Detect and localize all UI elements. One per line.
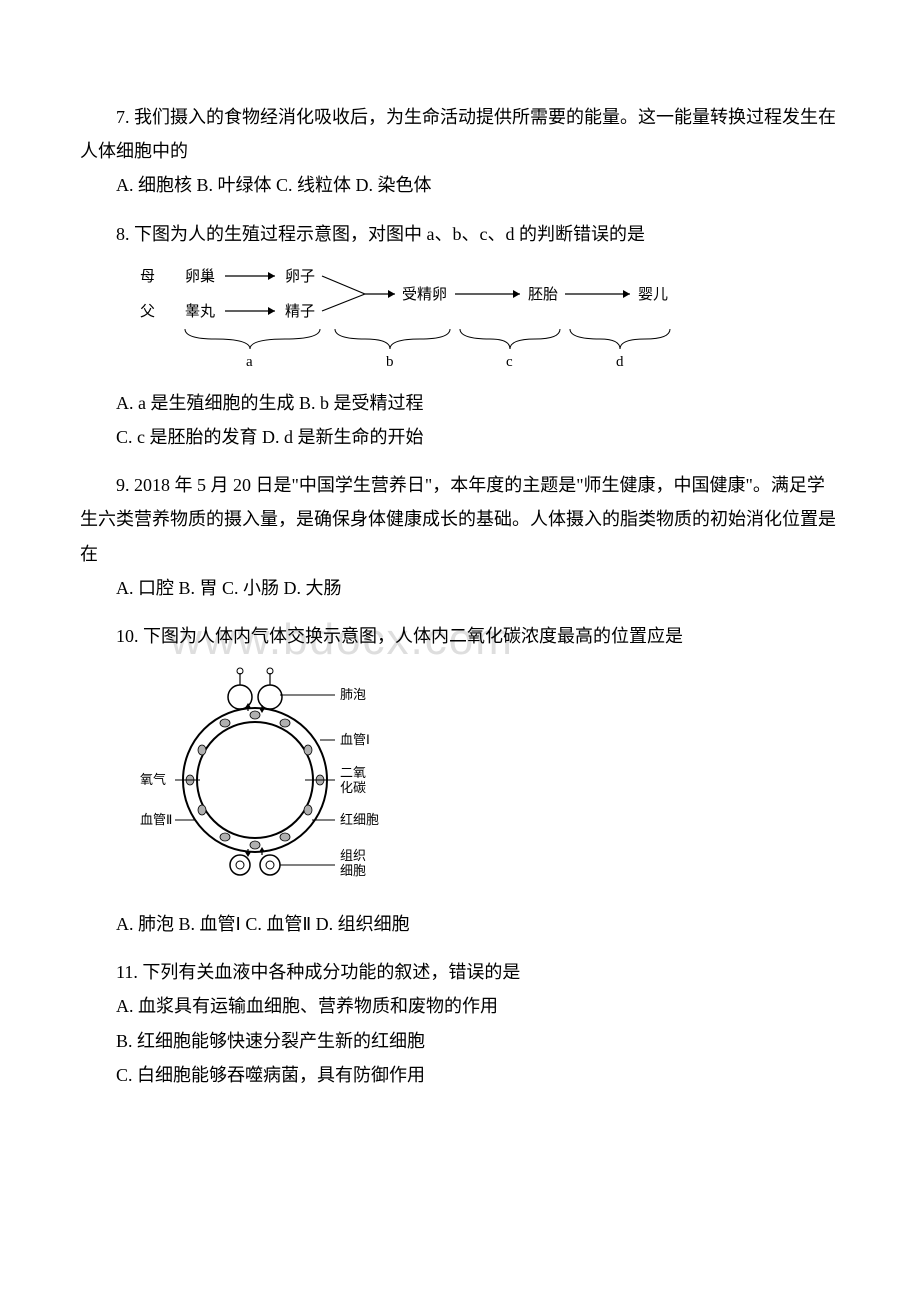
d2-rbc: 红细胞 [340,812,379,827]
question-8: 8. 下图为人的生殖过程示意图，对图中 a、b、c、d 的判断错误的是 母 卵巢… [80,217,840,455]
gas-exchange-diagram: 肺泡 血管Ⅰ 二氧 化碳 红细胞 组织 细胞 [140,665,840,895]
d2-vessel2: 血管Ⅱ [140,812,172,827]
q8-text: 8. 下图为人的生殖过程示意图，对图中 a、b、c、d 的判断错误的是 [80,217,840,251]
question-10: 10. 下图为人体内气体交换示意图，人体内二氧化碳浓度最高的位置应是 [80,619,840,941]
q11-opt-c: C. 白细胞能够吞噬病菌，具有防御作用 [80,1058,840,1092]
question-7: 7. 我们摄入的食物经消化吸收后，为生命活动提供所需要的能量。这一能量转换过程发… [80,100,840,203]
q7-options: A. 细胞核 B. 叶绿体 C. 线粒体 D. 染色体 [80,168,840,202]
d1-mother: 母 [140,268,155,285]
d2-oxygen: 氧气 [140,772,166,787]
d1-egg: 卵子 [285,268,315,285]
q11-body: 下列有关血液中各种成分功能的叙述，错误的是 [142,962,520,982]
question-9: 9. 2018 年 5 月 20 日是"中国学生营养日"，本年度的主题是"师生健… [80,468,840,605]
d1-ovary: 卵巢 [185,268,215,285]
q11-opt-a: A. 血浆具有运输血细胞、营养物质和废物的作用 [80,989,840,1023]
q10-num: 10. [116,626,139,646]
d1-label-b: b [386,354,394,370]
d1-label-c: c [506,354,513,370]
d1-label-a: a [246,354,253,370]
q10-body: 下图为人体内气体交换示意图，人体内二氧化碳浓度最高的位置应是 [143,626,683,646]
q7-num: 7. [116,107,130,127]
q8-num: 8. [116,224,130,244]
q9-text: 9. 2018 年 5 月 20 日是"中国学生营养日"，本年度的主题是"师生健… [80,468,840,571]
q8-body: 下图为人的生殖过程示意图，对图中 a、b、c、d 的判断错误的是 [134,224,645,244]
q7-text: 7. 我们摄入的食物经消化吸收后，为生命活动提供所需要的能量。这一能量转换过程发… [80,100,840,168]
q10-text: 10. 下图为人体内气体交换示意图，人体内二氧化碳浓度最高的位置应是 [80,619,840,653]
question-11: 11. 下列有关血液中各种成分功能的叙述，错误的是 A. 血浆具有运输血细胞、营… [80,955,840,1092]
q7-body: 我们摄入的食物经消化吸收后，为生命活动提供所需要的能量。这一能量转换过程发生在 … [80,107,836,161]
page-content: 7. 我们摄入的食物经消化吸收后，为生命活动提供所需要的能量。这一能量转换过程发… [80,100,840,1092]
reproduction-diagram: 母 卵巢 卵子 父 睾丸 精子 [140,261,840,376]
q11-num: 11. [116,962,138,982]
q9-num: 9. [116,475,130,495]
d1-father: 父 [140,304,155,320]
d2-co2-2: 化碳 [340,780,366,795]
d2-tissue-2: 细胞 [340,863,366,878]
q9-options: A. 口腔 B. 胃 C. 小肠 D. 大肠 [80,571,840,605]
d1-sperm: 精子 [285,303,315,320]
q11-text: 11. 下列有关血液中各种成分功能的叙述，错误的是 [80,955,840,989]
d1-testis: 睾丸 [185,303,215,320]
d1-embryo: 胚胎 [528,286,558,303]
d2-alveoli: 肺泡 [340,687,366,702]
q11-opt-b: B. 红细胞能够快速分裂产生新的红细胞 [80,1024,840,1058]
d1-label-d: d [616,354,624,370]
q8-options-1: A. a 是生殖细胞的生成 B. b 是受精过程 [80,386,840,420]
d2-vessel1: 血管Ⅰ [340,732,370,747]
d2-tissue-1: 组织 [340,848,366,863]
d1-baby: 婴儿 [638,286,668,303]
d2-co2-1: 二氧 [340,765,366,780]
d1-zygote: 受精卵 [402,286,447,303]
q10-options: A. 肺泡 B. 血管Ⅰ C. 血管Ⅱ D. 组织细胞 [80,907,840,941]
q9-body: 2018 年 5 月 20 日是"中国学生营养日"，本年度的主题是"师生健康，中… [80,475,836,563]
q8-options-2: C. c 是胚胎的发育 D. d 是新生命的开始 [80,420,840,454]
